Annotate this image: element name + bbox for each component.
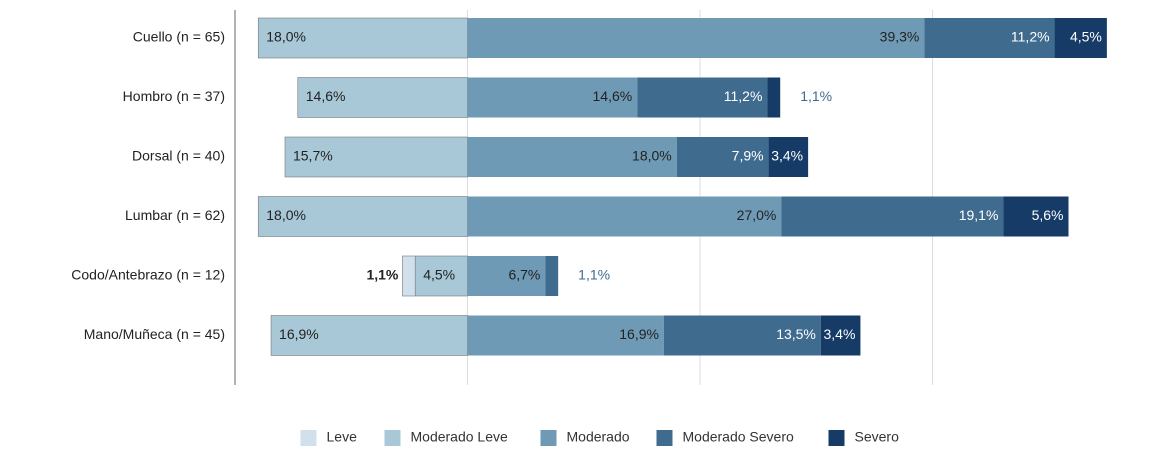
bar-segment bbox=[545, 256, 559, 296]
value-label: 16,9% bbox=[619, 326, 659, 342]
category-label: Hombro (n = 37) bbox=[123, 88, 225, 104]
value-label: 3,4% bbox=[824, 326, 856, 342]
value-label: 4,5% bbox=[1070, 29, 1102, 45]
legend-swatch bbox=[300, 430, 317, 446]
bar-segment bbox=[270, 315, 468, 356]
value-label: 1,1% bbox=[800, 88, 832, 104]
bar-segment bbox=[676, 137, 769, 177]
bar-segment bbox=[767, 77, 781, 118]
value-label: 39,3% bbox=[880, 29, 920, 45]
category-label: Lumbar (n = 62) bbox=[125, 207, 225, 223]
bar-segment bbox=[467, 137, 677, 177]
bar-segment bbox=[257, 196, 468, 237]
value-label: 1,1% bbox=[366, 267, 398, 283]
bar-segment bbox=[1054, 18, 1107, 58]
bar-segment bbox=[467, 18, 925, 58]
legend-swatch bbox=[384, 430, 401, 446]
bar-segment bbox=[924, 18, 1055, 58]
category-label: Codo/Antebrazo (n = 12) bbox=[71, 267, 225, 283]
legend-label: Leve bbox=[327, 429, 358, 445]
bar-segment bbox=[1003, 196, 1069, 237]
value-label: 16,9% bbox=[279, 326, 319, 342]
bar-segment bbox=[284, 136, 468, 178]
legend-swatch bbox=[540, 430, 557, 446]
value-label: 1,1% bbox=[578, 267, 610, 283]
value-label: 11,2% bbox=[724, 88, 763, 104]
bar-segment bbox=[467, 196, 782, 237]
category-label: Mano/Muñeca (n = 45) bbox=[84, 326, 225, 342]
bar-segment bbox=[663, 315, 821, 356]
bar-segment bbox=[820, 315, 861, 356]
value-label: 14,6% bbox=[306, 88, 346, 104]
legend-label: Severo bbox=[855, 429, 900, 445]
legend-swatch bbox=[656, 430, 673, 446]
value-label: 13,5% bbox=[776, 326, 816, 342]
value-label: 4,5% bbox=[423, 267, 455, 283]
legend-label: Moderado Severo bbox=[683, 429, 795, 445]
legend-label: Moderado Leve bbox=[411, 429, 509, 445]
value-label: 18,0% bbox=[266, 29, 306, 45]
value-label: 18,0% bbox=[266, 207, 306, 223]
bar-segment bbox=[781, 196, 1004, 237]
value-label: 11,2% bbox=[1011, 29, 1050, 45]
legend-swatch bbox=[828, 430, 845, 446]
value-label: 3,4% bbox=[771, 148, 803, 164]
bar-segment bbox=[467, 315, 664, 356]
value-label: 18,0% bbox=[632, 148, 672, 164]
bar-segment bbox=[297, 77, 468, 118]
bar-segment bbox=[637, 77, 768, 118]
value-label: 19,1% bbox=[959, 207, 999, 223]
legend-label: Moderado bbox=[567, 429, 630, 445]
category-label: Dorsal (n = 40) bbox=[132, 148, 225, 164]
value-label: 27,0% bbox=[737, 207, 777, 223]
bar-segment bbox=[467, 77, 638, 118]
value-label: 5,6% bbox=[1032, 207, 1064, 223]
value-label: 7,9% bbox=[732, 148, 764, 164]
bar-segment bbox=[257, 17, 468, 59]
value-label: 14,6% bbox=[593, 88, 633, 104]
bar-segment bbox=[768, 137, 809, 177]
bar-segment bbox=[402, 255, 416, 297]
value-label: 6,7% bbox=[508, 267, 540, 283]
bar-segment bbox=[414, 255, 468, 297]
value-label: 15,7% bbox=[293, 148, 333, 164]
bar-segment bbox=[467, 256, 546, 296]
category-label: Cuello (n = 65) bbox=[133, 29, 225, 45]
